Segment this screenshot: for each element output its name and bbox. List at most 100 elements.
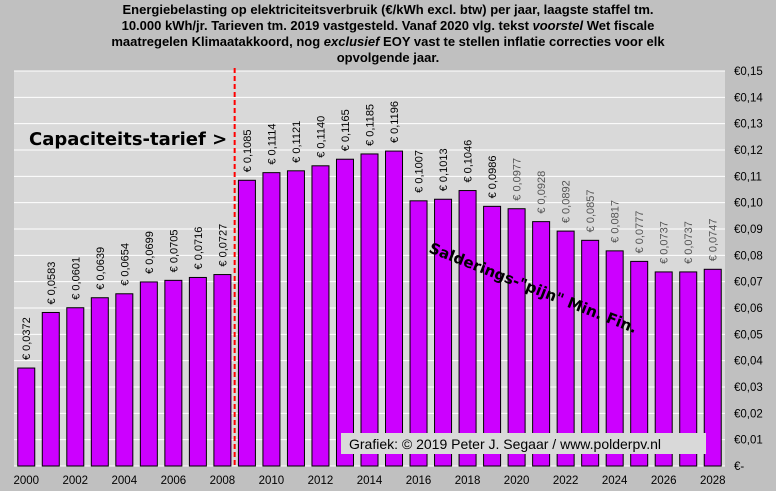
data-label: € 0,0699 — [144, 231, 156, 274]
y-tick-label: €0,04 — [734, 356, 763, 368]
title-line-3: maatregelen Klimaatakkoord, nog exclusie… — [111, 34, 665, 49]
bar — [605, 250, 624, 467]
x-tick-label: 2028 — [700, 475, 726, 487]
x-tick-label: 2026 — [651, 475, 677, 487]
bar — [213, 274, 232, 467]
x-tick-label: 2022 — [553, 475, 579, 487]
data-label: € 0,1007 — [414, 150, 426, 193]
data-label: € 0,1185 — [365, 104, 377, 146]
credit-text: Grafiek: © 2019 Peter J. Segaar / www.po… — [349, 436, 661, 452]
bar — [164, 279, 183, 467]
data-label: € 0,0928 — [536, 171, 548, 214]
bar — [581, 239, 600, 467]
data-label: € 0,0747 — [708, 218, 720, 261]
bar — [483, 205, 502, 467]
data-label: € 0,1196 — [389, 101, 401, 143]
bar — [41, 311, 60, 467]
bar — [188, 276, 207, 467]
bar — [507, 208, 526, 467]
x-tick-label: 2000 — [13, 475, 39, 487]
data-label: € 0,0892 — [561, 180, 573, 223]
y-tick-label: €0,12 — [734, 145, 763, 157]
data-label: € 0,1140 — [315, 116, 327, 158]
bar — [335, 158, 354, 467]
y-tick-label: €0,02 — [734, 408, 763, 420]
y-axis-tick-labels: €- €0,01 €0,02 €0,03 €0,04 €0,05 €0,06 €0,07 €0,… — [734, 66, 763, 473]
data-label: € 0,0737 — [683, 221, 695, 264]
bar — [679, 271, 698, 467]
y-tick-label: €0,06 — [734, 303, 763, 315]
y-tick-label: €0,15 — [734, 66, 763, 78]
data-label: € 0,1114 — [266, 123, 278, 164]
data-label: € 0,0737 — [659, 221, 671, 264]
y-tick-label: €0,05 — [734, 329, 763, 341]
data-label: € 0,0727 — [217, 224, 229, 267]
data-label: € 0,1165 — [340, 109, 352, 151]
data-label: € 0,0817 — [610, 200, 622, 243]
y-tick-label: €0,07 — [734, 277, 763, 289]
x-tick-label: 2014 — [357, 475, 383, 487]
data-label: € 0,0716 — [193, 227, 205, 270]
y-tick-label: €0,01 — [734, 435, 763, 447]
data-label: € 0,0777 — [634, 211, 646, 254]
x-tick-label: 2024 — [602, 475, 628, 487]
x-axis-tick-labels: 2000 2002 2004 2006 2008 2010 2012 2014 2016 2018… — [13, 475, 725, 487]
y-tick-label: €0,03 — [734, 382, 763, 394]
y-tick-label: €0,14 — [734, 92, 763, 104]
bar — [115, 293, 134, 467]
chart-title: Energiebelasting op elektriciteitsverbru… — [0, 2, 776, 66]
data-label: € 0,1013 — [438, 148, 450, 191]
bar — [311, 165, 330, 467]
data-label: € 0,0601 — [70, 257, 82, 300]
x-tick-label: 2016 — [406, 475, 432, 487]
data-label: € 0,0583 — [46, 262, 58, 305]
bars — [17, 150, 722, 467]
title-line-4: opvolgende jaar. — [336, 50, 440, 65]
y-tick-label: €0,08 — [734, 250, 763, 262]
data-label: € 0,1046 — [463, 140, 475, 183]
bar — [262, 172, 281, 467]
data-label: € 0,0857 — [585, 189, 597, 232]
bar — [556, 230, 575, 467]
bar — [139, 281, 158, 467]
y-tick-label: €- — [734, 461, 744, 473]
data-label: € 0,0705 — [168, 230, 180, 273]
title-line-2: 10.000 kWh/jr. Tarieven tm. 2019 vastges… — [121, 18, 655, 33]
bar — [286, 170, 305, 467]
x-tick-label: 2004 — [112, 475, 138, 487]
x-tick-label: 2006 — [161, 475, 187, 487]
credit-box — [341, 433, 706, 454]
bar — [360, 153, 379, 467]
bar — [458, 190, 477, 467]
x-tick-label: 2008 — [210, 475, 236, 487]
bar — [630, 260, 649, 467]
data-label: € 0,0986 — [487, 156, 499, 199]
bar — [17, 367, 36, 467]
data-label: € 0,0977 — [512, 158, 524, 201]
bar — [90, 297, 109, 467]
bar — [66, 307, 85, 467]
y-tick-label: €0,11 — [734, 171, 762, 183]
title-line-1: Energiebelasting op elektriciteitsverbru… — [122, 2, 654, 17]
bar — [654, 271, 673, 467]
bar — [409, 200, 428, 467]
data-label: € 0,1085 — [242, 129, 254, 172]
bar — [532, 221, 551, 467]
data-label: € 0,1121 — [291, 121, 303, 163]
data-label: € 0,0639 — [95, 247, 107, 290]
bar — [385, 150, 404, 467]
data-labels: € 0,0372 € 0,0583 € 0,0601 € 0,0639 € 0,0654… — [21, 101, 719, 360]
y-tick-label: €0,13 — [734, 119, 763, 131]
capacity-tariff-annotation: Capaciteits-tarief > — [29, 129, 227, 150]
data-label: € 0,0372 — [21, 317, 33, 360]
bar — [237, 179, 256, 467]
x-tick-label: 2010 — [259, 475, 285, 487]
bar — [703, 268, 722, 467]
x-tick-label: 2012 — [308, 475, 334, 487]
x-tick-label: 2018 — [455, 475, 481, 487]
x-tick-label: 2020 — [504, 475, 530, 487]
y-tick-label: €0,10 — [734, 198, 763, 210]
y-tick-label: €0,09 — [734, 224, 763, 236]
data-label: € 0,0654 — [119, 243, 131, 286]
bar — [434, 198, 453, 467]
